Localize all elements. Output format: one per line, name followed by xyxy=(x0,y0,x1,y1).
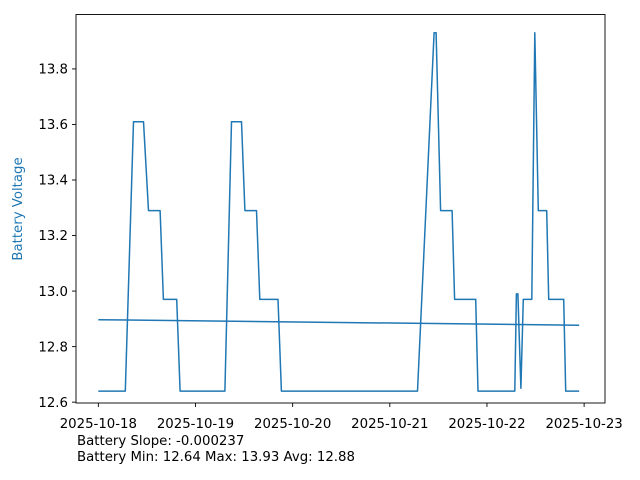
plot-border xyxy=(75,14,606,404)
annotation-stats: Battery Min: 12.64 Max: 13.93 Avg: 12.88 xyxy=(77,450,355,465)
y-tick-label: 12.8 xyxy=(38,340,68,355)
x-tick-label: 2025-10-22 xyxy=(448,417,525,432)
axes-layer: 2025-10-18 2025-10-19 2025-10-20 2025-10-21… xyxy=(38,14,623,432)
x-tick-label: 2025-10-19 xyxy=(157,417,234,432)
annotation-slope: Battery Slope: -0.000237 xyxy=(77,434,244,449)
y-tick-label: 13.6 xyxy=(38,118,68,133)
battery-voltage-line xyxy=(98,32,580,392)
y-axis-label: Battery Voltage xyxy=(11,157,26,260)
trend-line xyxy=(98,318,580,326)
x-tick-label: 2025-10-18 xyxy=(60,417,137,432)
x-tick-label: 2025-10-20 xyxy=(254,417,331,432)
y-tick-label: 13.0 xyxy=(38,285,68,300)
x-tick-label: 2025-10-21 xyxy=(351,417,428,432)
series-layer xyxy=(98,32,580,392)
y-tick-label: 13.2 xyxy=(38,229,68,244)
y-tick-label: 12.6 xyxy=(38,396,68,411)
y-tick-label: 13.8 xyxy=(38,63,68,78)
y-tick-label: 13.4 xyxy=(38,174,68,189)
x-tick-label: 2025-10-23 xyxy=(545,417,622,432)
